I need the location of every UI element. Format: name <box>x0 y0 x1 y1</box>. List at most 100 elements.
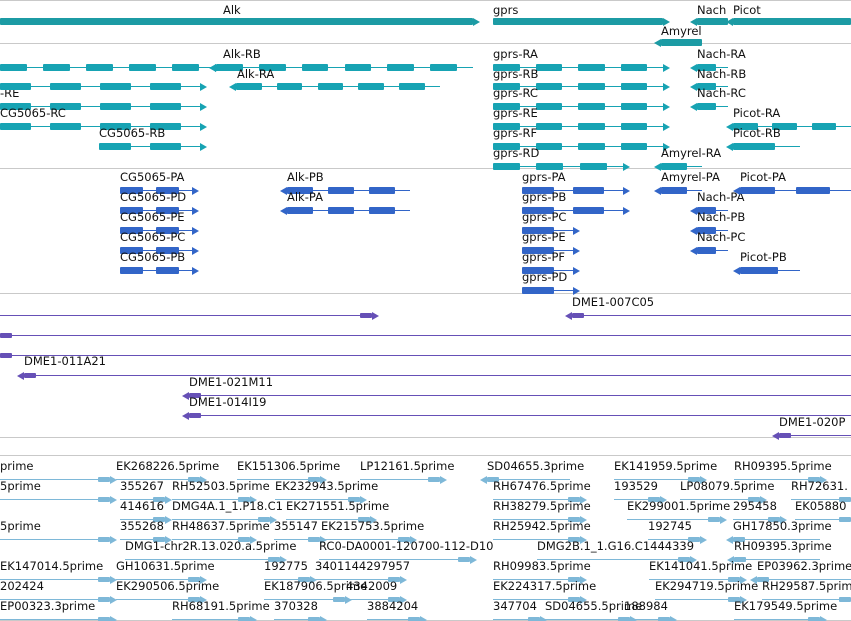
gene-bar[interactable] <box>0 18 473 25</box>
strand-right-arrow-icon <box>165 515 172 524</box>
feature-line <box>321 539 410 540</box>
gene-bar[interactable] <box>661 39 702 46</box>
feature-line <box>624 619 670 620</box>
feature-label: Nach-PC <box>697 230 746 244</box>
feature-label: CG5065-RC <box>0 106 66 120</box>
feature-line <box>367 619 420 620</box>
feature-label: 4342009 <box>346 579 398 593</box>
strand-right-arrow-icon <box>580 595 587 604</box>
exon-block <box>236 83 262 90</box>
strand-left-arrow-icon <box>280 186 287 195</box>
feature-end-block <box>728 577 740 582</box>
exon-block <box>276 83 303 90</box>
strand-left-arrow-icon <box>690 246 697 255</box>
feature-end-block <box>98 477 110 482</box>
feature-end-block <box>188 597 200 602</box>
feature-end-block <box>839 517 851 522</box>
feature-line <box>614 479 700 480</box>
exon-block <box>369 187 395 194</box>
feature-label: RH25942.5prime <box>493 519 591 533</box>
feature-label: gprs-RC <box>493 86 538 100</box>
exon-block <box>150 83 182 90</box>
strand-right-arrow-icon <box>573 246 580 255</box>
gene-bar[interactable] <box>697 18 728 25</box>
exon-block <box>535 123 563 130</box>
feature-end-block <box>428 477 440 482</box>
feature-end-block <box>688 537 700 542</box>
feature-label: RH09983.5prime <box>493 559 591 573</box>
strand-right-arrow-icon <box>400 575 407 584</box>
gene-bar[interactable] <box>733 18 851 25</box>
feature-label: gprs <box>493 3 519 17</box>
feature-label: EK224317.5prime <box>493 579 597 593</box>
exon-block <box>156 187 179 194</box>
feature-label: CG5065-PC <box>120 230 186 244</box>
feature-label: DME1-014I19 <box>189 395 267 409</box>
exon-block <box>661 187 687 194</box>
strand-right-arrow-icon <box>372 311 379 320</box>
feature-line <box>172 519 270 520</box>
exon-block <box>620 83 648 90</box>
feature-label: Nach-RB <box>697 67 747 81</box>
exon-block <box>536 163 564 170</box>
feature-end-block <box>189 413 201 418</box>
strand-right-arrow-icon <box>740 575 747 584</box>
strand-right-arrow-icon <box>192 266 199 275</box>
feature-end-block <box>238 497 250 502</box>
exon-block <box>740 267 778 274</box>
exon-block <box>99 143 131 150</box>
strand-left-arrow-icon <box>690 82 697 91</box>
strand-right-arrow-icon <box>280 555 287 564</box>
exon-block <box>120 227 143 234</box>
exon-block <box>493 83 520 90</box>
feature-label: gprs-RA <box>493 47 538 61</box>
strand-right-arrow-icon <box>110 495 117 504</box>
exon-block <box>522 187 554 194</box>
exon-block <box>156 247 179 254</box>
strand-right-arrow-icon <box>580 535 587 544</box>
feature-label: CG5065-PE <box>120 210 185 224</box>
track-separator <box>0 43 851 44</box>
feature-label: GH17850.3prime <box>733 519 832 533</box>
feature-line <box>274 619 320 620</box>
strand-right-arrow-icon <box>200 475 207 484</box>
feature-line <box>0 355 851 356</box>
strand-right-arrow-icon <box>700 535 707 544</box>
exon-block <box>150 103 182 110</box>
track-separator <box>0 293 851 294</box>
exon-block <box>493 143 520 150</box>
strand-right-arrow-icon <box>780 515 787 524</box>
feature-label: Alk <box>223 3 241 17</box>
feature-line <box>319 559 470 560</box>
strand-right-arrow-icon <box>310 575 317 584</box>
feature-label: DMG4A.1_1.P18.C1 <box>172 499 283 513</box>
feature-line <box>733 539 820 540</box>
gene-bar[interactable] <box>493 18 663 25</box>
feature-line <box>116 599 200 600</box>
exon-block <box>0 83 32 90</box>
strand-right-arrow-icon <box>440 475 447 484</box>
exon-block <box>697 103 717 110</box>
feature-label: 347704 <box>493 599 537 613</box>
exon-block <box>258 64 286 71</box>
exon-block <box>344 64 372 71</box>
strand-right-arrow-icon <box>250 495 257 504</box>
strand-right-arrow-icon <box>573 266 580 275</box>
feature-line <box>680 499 760 500</box>
feature-label: RH09395.5prime <box>734 459 832 473</box>
exon-block <box>578 103 605 110</box>
feature-label: EK141041.5prime <box>649 559 753 573</box>
strand-right-arrow-icon <box>192 246 199 255</box>
feature-line <box>237 479 320 480</box>
feature-label: 192745 <box>648 519 692 533</box>
feature-line <box>360 479 440 480</box>
feature-label: gprs-PF <box>522 250 566 264</box>
strand-right-arrow-icon <box>580 495 587 504</box>
exon-block <box>216 64 243 71</box>
feature-line <box>655 599 740 600</box>
strand-right-arrow-icon <box>200 595 207 604</box>
strand-right-arrow-icon <box>320 615 327 621</box>
exon-block <box>430 64 457 71</box>
feature-label: EK05880 <box>795 499 847 513</box>
